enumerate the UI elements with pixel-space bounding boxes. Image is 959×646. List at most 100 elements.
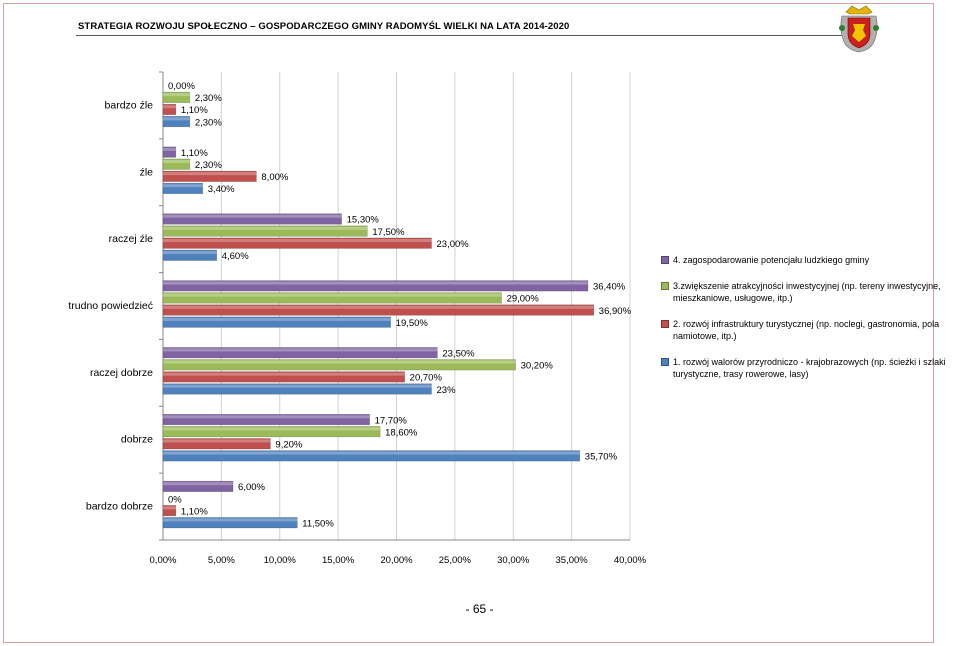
legend-item-series-2: 2. rozwój infrastruktury turystycznej (n… — [661, 318, 957, 342]
category-label: trudno powiedzieć — [68, 300, 153, 312]
data-label: 8,00% — [261, 172, 288, 183]
data-label: 19,50% — [396, 318, 429, 329]
bar — [162, 480, 234, 492]
data-label: 23,00% — [437, 239, 470, 250]
bar — [162, 517, 298, 529]
bar — [162, 225, 368, 237]
x-tick-label: 40,00% — [614, 555, 647, 566]
bar — [162, 316, 391, 328]
bar-highlight — [163, 226, 368, 230]
x-tick-label: 10,00% — [264, 555, 297, 566]
bar-highlight — [163, 147, 176, 151]
legend-label: 1. rozwój walorów przyrodniczo - krajobr… — [673, 357, 946, 379]
bar — [162, 292, 502, 304]
x-tick-label: 35,00% — [556, 555, 589, 566]
header-rule — [76, 35, 846, 36]
bar-highlight — [163, 238, 432, 242]
bar — [162, 426, 381, 438]
bar-highlight — [163, 305, 594, 309]
bar-highlight — [163, 482, 234, 486]
bar — [162, 280, 589, 292]
data-label: 15,30% — [347, 215, 380, 226]
bar — [162, 414, 370, 426]
bar — [162, 170, 257, 182]
x-tick-label: 25,00% — [439, 555, 472, 566]
data-label: 36,90% — [599, 306, 632, 317]
page-border — [3, 3, 934, 643]
data-label: 1,10% — [181, 506, 208, 517]
chart-legend: 4. zagospodarowanie potencjału ludzkiego… — [661, 254, 957, 394]
bar-highlight — [163, 372, 405, 376]
bar — [162, 249, 218, 261]
bar-highlight — [163, 348, 438, 352]
bar-highlight — [163, 251, 217, 255]
legend-label: 4. zagospodarowanie potencjału ludzkiego… — [673, 255, 870, 265]
bar — [162, 347, 438, 359]
legend-item-series-3: 3.zwiększenie atrakcyjności inwestycyjne… — [661, 280, 957, 304]
bar — [162, 304, 595, 316]
document-header-title: STRATEGIA ROZWOJU SPOŁECZNO – GOSPODARCZ… — [78, 21, 570, 32]
legend-swatch — [661, 282, 669, 290]
bar-highlight — [163, 105, 176, 109]
bar-highlight — [163, 214, 342, 218]
data-label: 18,60% — [385, 427, 418, 438]
data-label: 17,50% — [372, 227, 405, 238]
bar — [162, 505, 177, 517]
bar — [162, 182, 203, 194]
bar — [162, 116, 191, 128]
bar — [162, 359, 516, 371]
data-label: 3,40% — [208, 184, 235, 195]
data-label: 1,10% — [181, 105, 208, 116]
bar — [162, 237, 432, 249]
data-label: 11,50% — [302, 518, 334, 529]
bar — [162, 146, 177, 158]
x-tick-label: 0,00% — [150, 555, 177, 566]
data-label: 23% — [437, 385, 457, 396]
bar-highlight — [163, 518, 298, 522]
bar-highlight — [163, 427, 381, 431]
bar-highlight — [163, 281, 588, 285]
data-label: 4,60% — [222, 251, 249, 262]
bar — [162, 383, 432, 395]
data-label: 2,30% — [195, 117, 222, 128]
x-tick-label: 15,00% — [322, 555, 355, 566]
category-label: raczej dobrze — [90, 367, 153, 379]
data-label: 2,30% — [195, 93, 222, 104]
category-label: bardzo źle — [105, 99, 154, 111]
bar — [162, 438, 271, 450]
bar — [162, 158, 191, 170]
data-label: 0,00% — [168, 81, 195, 92]
category-label: dobrze — [121, 434, 153, 446]
bar-highlight — [163, 384, 432, 388]
data-label: 0% — [168, 494, 182, 505]
coat-of-arms-icon — [839, 5, 879, 53]
bar — [162, 450, 581, 462]
data-label: 2,30% — [195, 160, 222, 171]
data-label: 36,40% — [593, 282, 626, 293]
bar-highlight — [163, 451, 580, 455]
bar — [162, 91, 191, 103]
legend-swatch — [661, 358, 669, 366]
bar — [162, 371, 405, 383]
legend-swatch — [661, 256, 669, 264]
data-label: 17,70% — [375, 415, 408, 426]
data-label: 29,00% — [507, 294, 540, 305]
legend-label: 2. rozwój infrastruktury turystycznej (n… — [673, 319, 940, 341]
bar-highlight — [163, 93, 190, 97]
legend-label: 3.zwiększenie atrakcyjności inwestycyjne… — [673, 281, 941, 303]
bar-highlight — [163, 415, 370, 419]
data-label: 35,70% — [585, 452, 618, 463]
data-label: 20,70% — [410, 373, 443, 384]
x-tick-label: 30,00% — [497, 555, 530, 566]
x-tick-label: 5,00% — [208, 555, 235, 566]
bar — [162, 213, 342, 225]
bar-highlight — [163, 317, 391, 321]
legend-swatch — [661, 320, 669, 328]
category-label: bardzo dobrze — [86, 501, 153, 513]
bar-highlight — [163, 439, 271, 443]
bar-highlight — [163, 184, 203, 188]
page-number: - 65 - — [465, 602, 494, 616]
bar-highlight — [163, 360, 516, 364]
data-label: 1,10% — [181, 148, 208, 159]
